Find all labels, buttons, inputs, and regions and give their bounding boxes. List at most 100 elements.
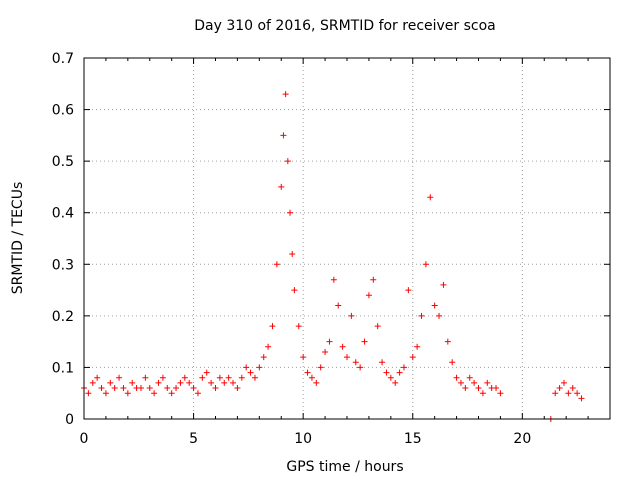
y-tick-label: 0.2 [52,309,74,325]
data-point [444,338,451,345]
data-point [556,385,563,392]
data-point [348,312,355,319]
data-point [280,132,287,139]
data-point [365,292,372,299]
data-point [370,276,377,283]
data-point [361,338,368,345]
data-point [212,385,219,392]
data-point [295,323,302,330]
data-point [330,276,337,283]
y-tick-label: 0 [65,412,74,428]
data-point [427,194,434,201]
data-point [440,281,447,288]
data-point [418,312,425,319]
data-point [85,390,92,397]
data-point [457,379,464,386]
data-point [186,379,193,386]
data-point [405,287,412,294]
data-point [471,379,478,386]
data-point [436,312,443,319]
data-point [493,385,500,392]
data-point [260,354,267,361]
data-point [569,385,576,392]
data-point [344,354,350,361]
grid-layer [84,58,610,419]
data-point [173,385,180,392]
x-tick-label: 0 [80,431,89,447]
data-point [269,323,276,330]
data-point [251,374,258,381]
data-point [124,390,131,397]
data-point [273,261,280,268]
data-point [265,343,272,350]
data-point [313,379,320,386]
data-point [225,374,232,381]
data-point [94,374,101,381]
data-point [243,364,250,371]
x-tick-label: 5 [189,431,198,447]
data-point [120,385,127,392]
data-point [484,379,491,386]
data-point [414,343,421,350]
data-point [300,354,307,361]
data-point [164,385,171,392]
data-point [278,183,285,190]
data-point [230,379,237,386]
data-point [475,385,482,392]
x-axis-label: GPS time / hours [286,459,403,475]
data-point [137,385,144,392]
data-point [181,374,188,381]
data-point [339,343,346,350]
y-tick-label: 0.5 [52,154,74,170]
data-point [431,302,438,309]
data-point [453,374,460,381]
data-point [98,385,105,392]
data-point [396,369,403,376]
data-point [308,374,315,381]
data-point [146,385,153,392]
data-point [177,379,184,386]
data-point [151,390,158,397]
plot-frame [83,57,611,420]
data-point [284,158,291,165]
data-point [221,379,228,386]
data-point [497,390,504,397]
data-point [238,374,245,381]
data-point [289,250,296,257]
data-point [409,354,416,361]
data-point [387,374,394,381]
data-point [560,379,567,386]
x-tick-label: 10 [294,431,312,447]
mark-layer [81,91,585,422]
data-point [357,364,364,371]
data-point [155,379,162,386]
data-point [142,374,149,381]
data-point [392,379,399,386]
data-point [129,379,136,386]
data-point [578,395,585,402]
data-point [194,390,201,397]
data-point [574,390,581,397]
data-point [116,374,123,381]
y-tick-label: 0.3 [52,257,74,273]
data-point [190,385,197,392]
data-point [462,385,469,392]
data-point [422,261,429,268]
data-point [287,209,294,216]
data-point [107,379,114,386]
data-point [256,364,263,371]
data-point [335,302,342,309]
data-point [379,359,386,366]
data-point [400,364,407,371]
data-point [102,390,109,397]
data-point [159,374,166,381]
data-point [234,385,241,392]
data-point [247,369,254,376]
data-point [466,374,473,381]
data-point [552,390,559,397]
data-point [322,348,329,355]
data-point [282,91,289,98]
y-axis-label: SRMTID / TECUs [10,182,26,295]
data-point [317,364,324,371]
